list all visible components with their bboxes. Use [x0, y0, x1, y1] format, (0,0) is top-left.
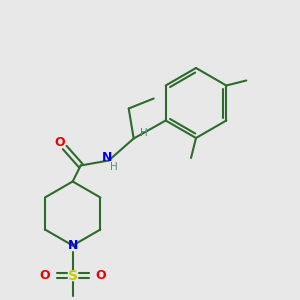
Text: O: O — [39, 269, 50, 282]
Text: O: O — [95, 269, 106, 282]
Text: N: N — [68, 239, 78, 252]
Text: O: O — [54, 136, 65, 149]
Text: S: S — [68, 268, 78, 283]
Text: N: N — [101, 151, 112, 164]
Text: H: H — [110, 161, 118, 172]
Text: H: H — [140, 128, 148, 139]
